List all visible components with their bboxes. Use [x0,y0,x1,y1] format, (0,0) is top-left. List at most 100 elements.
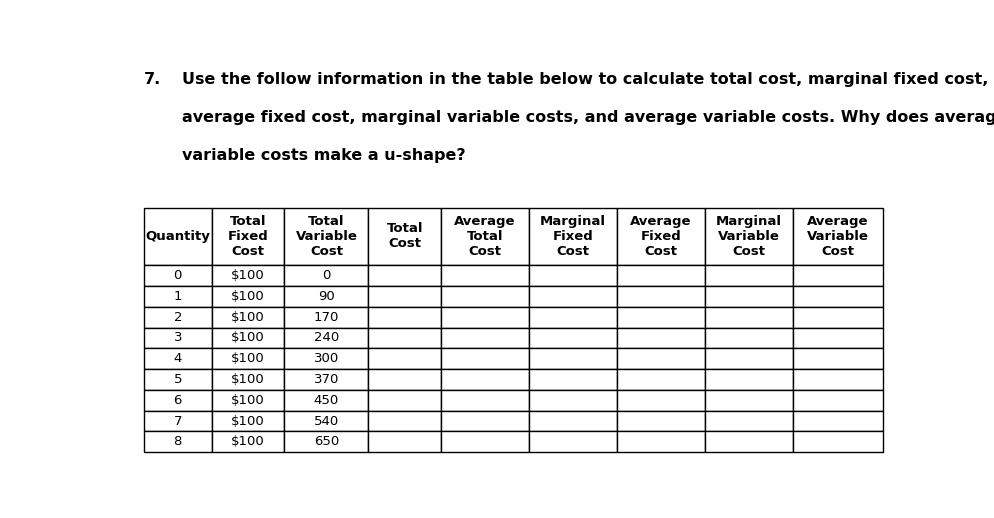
Bar [705,348,793,369]
Text: 300: 300 [314,352,339,365]
Text: $100: $100 [232,352,265,365]
Bar [284,208,369,265]
Bar [212,286,284,307]
Bar [617,307,705,327]
Bar [617,390,705,411]
Bar [212,390,284,411]
Text: Marginal
Fixed
Cost: Marginal Fixed Cost [540,215,605,258]
Text: 450: 450 [314,394,339,407]
Bar [705,208,793,265]
Text: Average
Variable
Cost: Average Variable Cost [807,215,869,258]
Bar [212,369,284,390]
Bar [369,265,441,286]
Text: Total
Cost: Total Cost [387,222,422,251]
Bar [441,286,529,307]
Bar [369,348,441,369]
Bar [369,307,441,327]
Text: 540: 540 [314,414,339,427]
Text: 650: 650 [314,435,339,449]
Bar [793,327,883,348]
Bar [143,431,212,452]
Text: 6: 6 [174,394,182,407]
Text: $100: $100 [232,332,265,344]
Bar [441,411,529,431]
Bar [617,369,705,390]
Bar [441,369,529,390]
Bar [705,369,793,390]
Bar [212,265,284,286]
Bar [529,369,617,390]
Bar [143,208,212,265]
Text: Quantity: Quantity [145,230,210,243]
Bar [617,411,705,431]
Bar [143,369,212,390]
Bar [369,411,441,431]
Bar [793,208,883,265]
Text: 0: 0 [322,269,331,282]
Bar [617,431,705,452]
Text: Marginal
Variable
Cost: Marginal Variable Cost [716,215,781,258]
Bar [284,348,369,369]
Bar [441,348,529,369]
Text: Average
Total
Cost: Average Total Cost [454,215,516,258]
Text: 1: 1 [174,290,182,303]
Text: 7.: 7. [143,72,161,87]
Text: $100: $100 [232,269,265,282]
Bar [529,208,617,265]
Bar [284,369,369,390]
Bar [529,431,617,452]
Bar [529,390,617,411]
Text: 370: 370 [314,373,339,386]
Bar [212,327,284,348]
Bar [212,431,284,452]
Bar [441,208,529,265]
Bar [793,390,883,411]
Text: average fixed cost, marginal variable costs, and average variable costs. Why doe: average fixed cost, marginal variable co… [182,110,994,125]
Bar [705,265,793,286]
Bar [705,390,793,411]
Bar [793,431,883,452]
Bar [441,265,529,286]
Bar [369,390,441,411]
Bar [212,307,284,327]
Bar [529,265,617,286]
Bar [284,307,369,327]
Bar [284,431,369,452]
Bar [793,369,883,390]
Bar [441,390,529,411]
Bar [529,327,617,348]
Bar [529,348,617,369]
Bar [212,348,284,369]
Bar [793,348,883,369]
Bar [143,307,212,327]
Bar [369,208,441,265]
Bar [441,431,529,452]
Bar [705,431,793,452]
Text: 0: 0 [174,269,182,282]
Bar [143,265,212,286]
Text: 3: 3 [174,332,182,344]
Text: $100: $100 [232,435,265,449]
Text: 90: 90 [318,290,335,303]
Text: 7: 7 [174,414,182,427]
Bar [143,411,212,431]
Bar [284,327,369,348]
Bar [617,208,705,265]
Bar [441,307,529,327]
Text: variable costs make a u-shape?: variable costs make a u-shape? [182,148,465,163]
Bar [284,411,369,431]
Text: 5: 5 [174,373,182,386]
Text: $100: $100 [232,394,265,407]
Bar [143,327,212,348]
Bar [212,411,284,431]
Bar [705,307,793,327]
Bar [617,286,705,307]
Bar [793,411,883,431]
Text: Total
Fixed
Cost: Total Fixed Cost [228,215,268,258]
Bar [369,327,441,348]
Bar [143,348,212,369]
Bar [617,265,705,286]
Bar [705,286,793,307]
Bar [793,286,883,307]
Bar [284,286,369,307]
